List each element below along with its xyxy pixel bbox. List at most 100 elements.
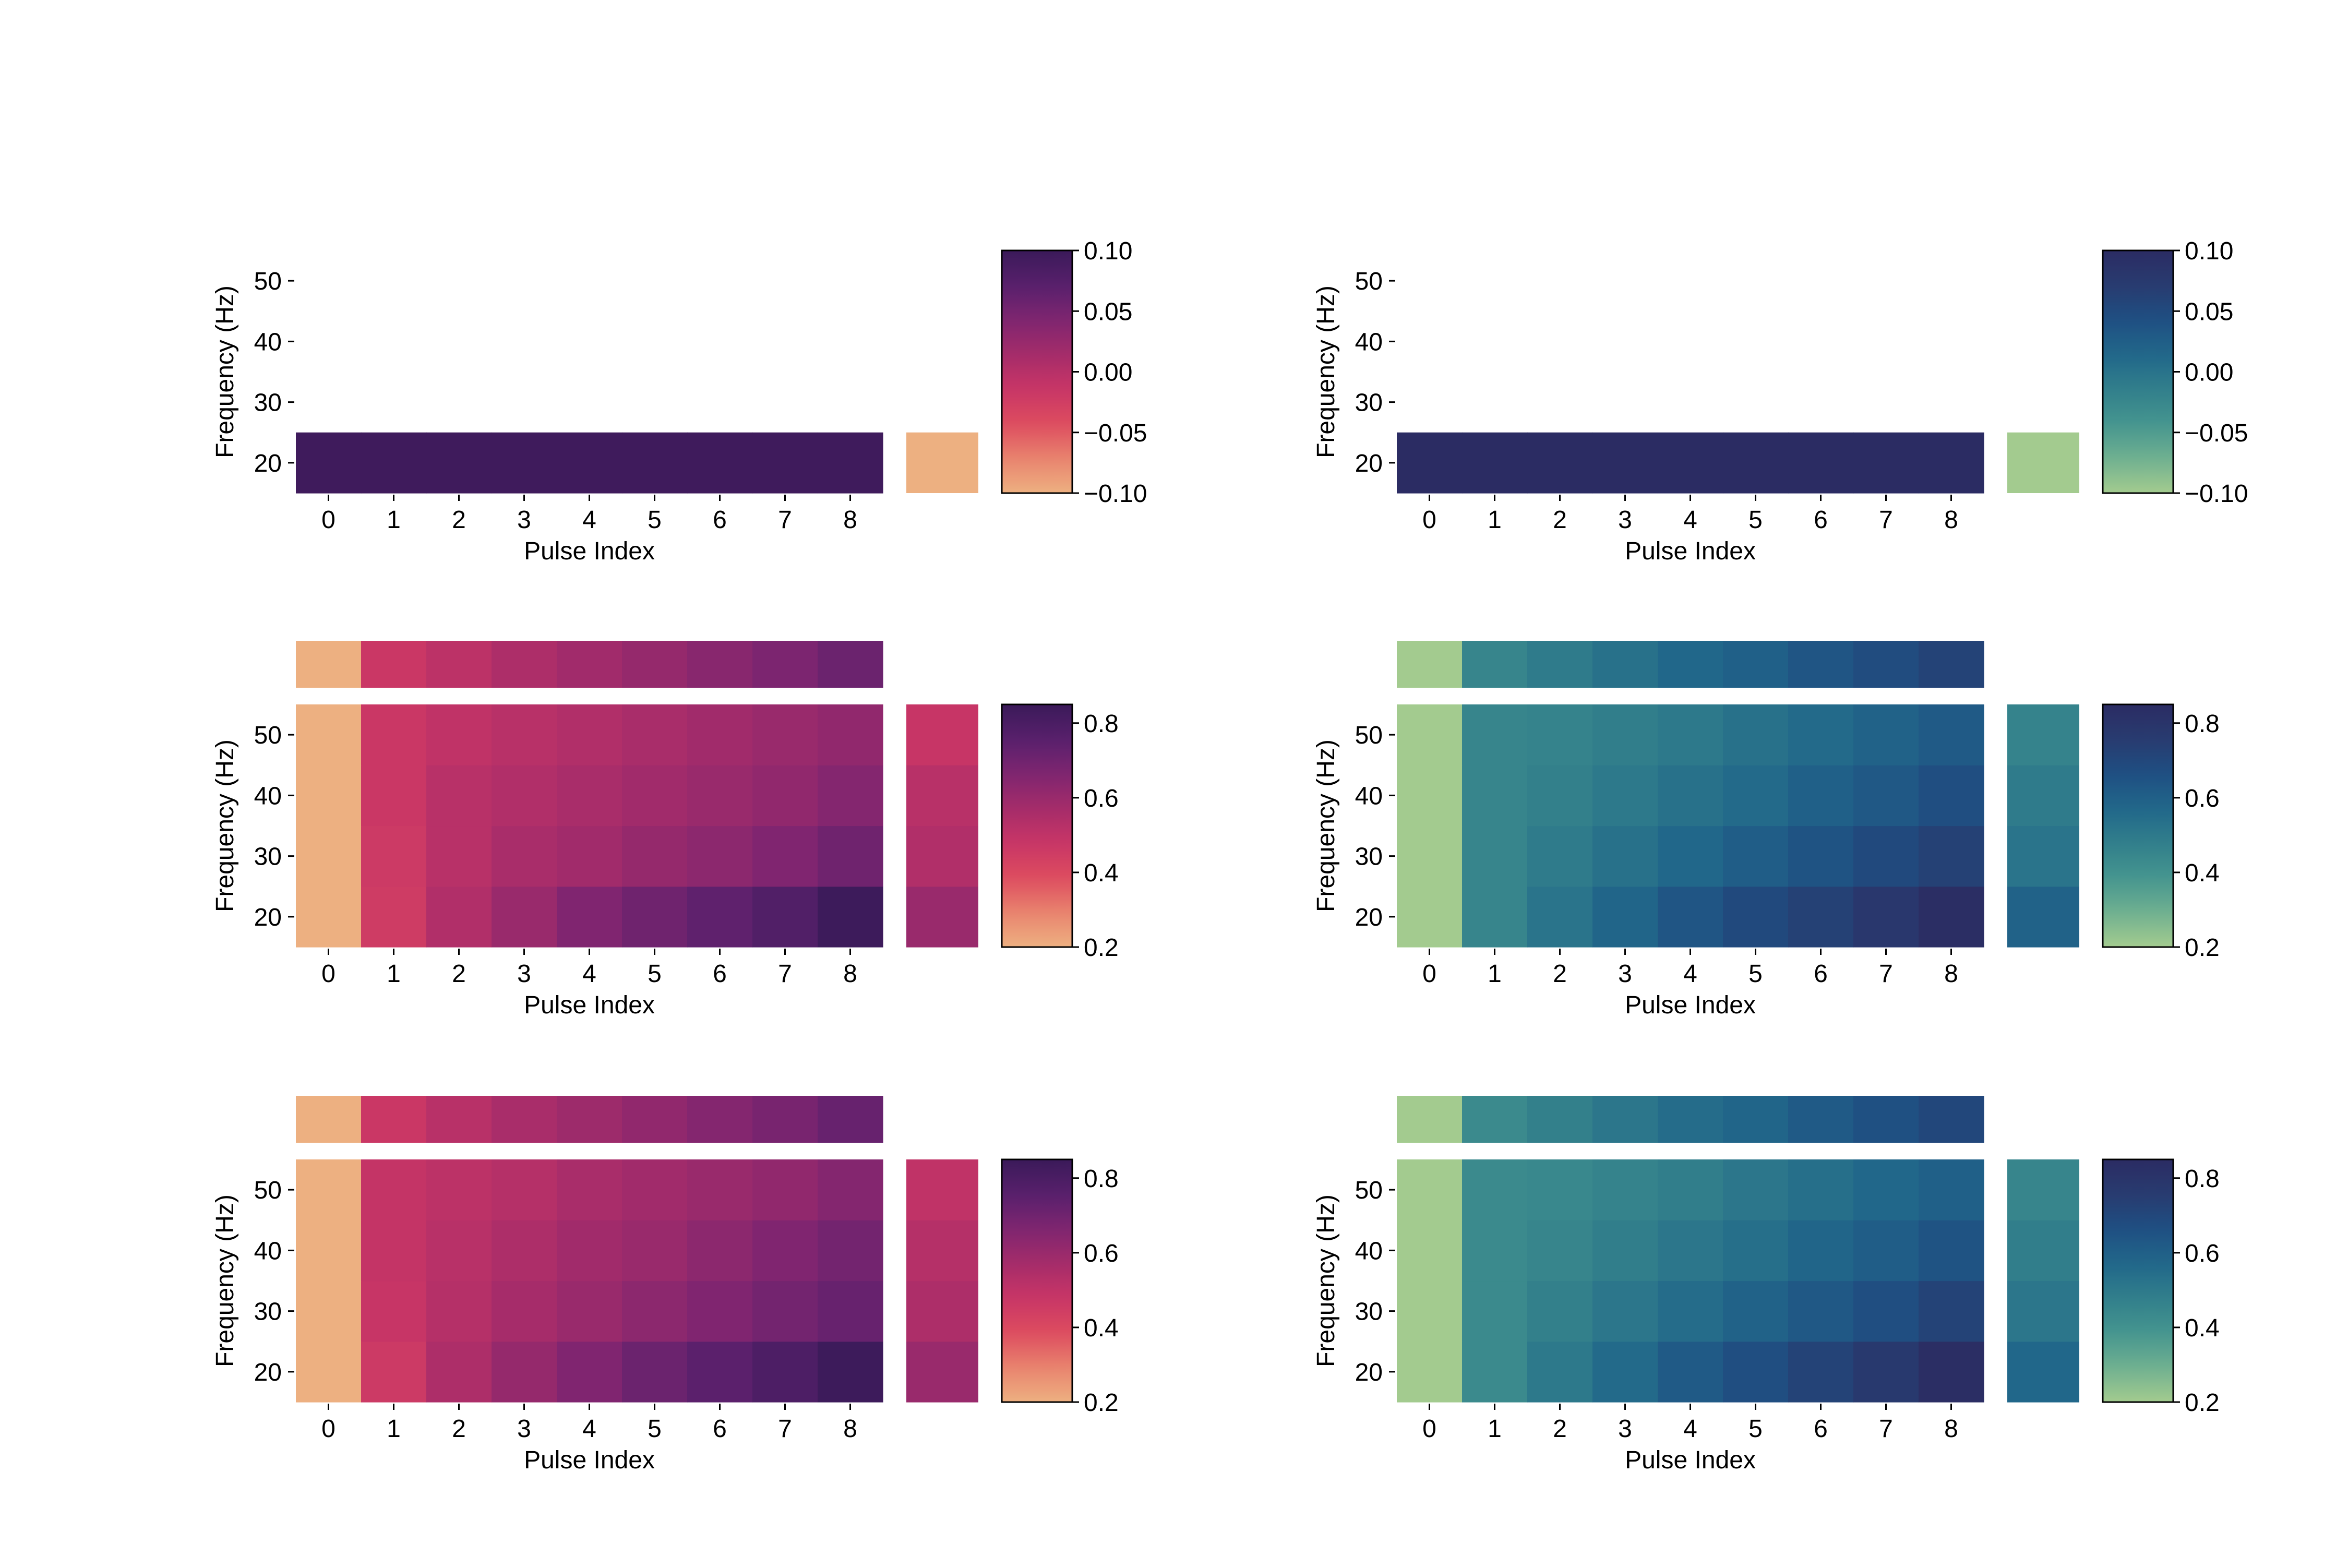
heatmap-cell [1592,1280,1658,1342]
heatmap-cell [622,432,688,494]
colorbar-tick-label: 0.8 [2185,1165,2220,1193]
top-marginal-cell [361,641,427,688]
x-axis-label: Pulse Index [524,1446,655,1474]
right-marginal-cell [2007,886,2079,948]
heatmap-cell [1462,825,1528,887]
x-tick-label: 0 [1422,506,1436,534]
heatmap-cell [426,1280,492,1342]
top-marginal-cell [1397,641,1463,688]
heatmap-cell [687,1341,753,1403]
top-marginal-cell [1592,641,1658,688]
heatmap-cell [1919,1220,1984,1282]
heatmap-cell [1592,432,1658,494]
x-tick-label: 3 [517,1415,531,1443]
y-tick-label: 50 [254,722,282,749]
top-marginal-cell [557,1096,622,1143]
x-tick-label: 7 [778,960,792,988]
x-tick-label: 0 [1422,960,1436,988]
y-tick-label: 40 [254,782,282,810]
y-tick-label: 40 [254,328,282,356]
right-marginal-cell [906,1159,978,1220]
heatmap-cell [1397,1159,1463,1220]
heatmap-cell [1788,1220,1854,1282]
x-tick-label: 4 [1683,960,1697,988]
top-marginal-cell [1592,1096,1658,1143]
heatmap-cell [1527,704,1593,765]
y-tick-label: 40 [1355,782,1383,810]
heatmap-cell [818,1159,883,1220]
heatmap-cell [492,825,557,887]
x-tick-label: 7 [1879,960,1893,988]
colorbar-tick-label: 0.10 [2185,237,2233,265]
top-marginal-cell [1658,1096,1723,1143]
heatmap-cell [1397,1341,1463,1403]
heatmap-cell [1853,432,1919,494]
x-tick-label: 0 [321,960,336,988]
heatmap-cell [557,765,622,827]
y-tick-label: 20 [254,450,282,477]
heatmap-cell [361,765,427,827]
heatmap-panel-2: 20 30 40 50 0 1 2 3 4 5 6 7 8 Pulse Index Frequency (H… [1312,237,2248,565]
heatmap-cell [361,825,427,887]
right-marginal-cell [2007,1341,2079,1403]
heatmap-cell [426,432,492,494]
top-marginal-cell [752,641,818,688]
x-tick-label: 2 [452,1415,466,1443]
x-tick-label: 7 [778,506,792,534]
right-marginal-cell [2007,432,2079,493]
heatmap-cell [1462,1220,1528,1282]
colorbar [1001,249,1073,494]
heatmap-cell [426,825,492,887]
heatmap-cell [1723,432,1789,494]
y-tick-label: 20 [1355,450,1383,477]
colorbar [2102,249,2174,494]
heatmap-cell [1919,1341,1984,1403]
x-tick-label: 8 [843,1415,857,1443]
heatmap-cell [557,1159,622,1220]
heatmap-cell [1853,825,1919,887]
heatmap-cell [1658,1159,1723,1220]
colorbar-tick-label: 0.4 [1084,1314,1119,1342]
right-marginal-cell [2007,825,2079,887]
heatmap-panel-4: 20 30 40 50 0 1 2 3 4 5 6 7 8 Pulse Index Frequency (H… [1312,641,2220,1019]
heatmap-cell [1397,1220,1463,1282]
heatmap-cell [622,886,688,948]
x-tick-label: 5 [648,960,662,988]
heatmap-cell [361,704,427,765]
colorbar-tick-label: 0.05 [1084,298,1132,326]
colorbar-tick-label: 0.00 [2185,359,2233,387]
y-tick-label: 50 [254,268,282,295]
colorbar-tick-label: 0.4 [2185,1314,2220,1342]
x-tick-label: 4 [582,506,596,534]
heatmap-cell [492,1280,557,1342]
x-tick-label: 6 [1814,506,1828,534]
heatmap-cell [1527,432,1593,494]
colorbar-tick-label: 0.8 [1084,1165,1119,1193]
colorbar-tick-label: 0.2 [1084,934,1119,962]
heatmap-cell [1853,1280,1919,1342]
top-marginal-cell [1658,641,1723,688]
heatmap-cell [426,1159,492,1220]
heatmap-panel-3: 20 30 40 50 0 1 2 3 4 5 6 7 8 Pulse Index Frequency (H… [211,641,1119,1019]
right-marginal-cell [906,1280,978,1342]
y-axis-label: Frequency (Hz) [211,285,239,458]
heatmap-cell [1658,886,1723,948]
top-marginal-cell [1919,641,1984,688]
heatmap-cell [557,1220,622,1282]
heatmap-cell [1723,886,1789,948]
x-tick-label: 3 [517,960,531,988]
heatmap-cell [1658,765,1723,827]
top-marginal-cell [426,641,492,688]
top-marginal-cell [1788,1096,1854,1143]
x-tick-label: 6 [713,1415,727,1443]
y-tick-label: 30 [254,389,282,417]
colorbar [2102,703,2174,948]
heatmap-cell [492,1341,557,1403]
heatmap-cell [296,1341,362,1403]
heatmap-cell [687,765,753,827]
top-marginal-cell [687,641,753,688]
heatmap-cell [622,825,688,887]
x-tick-label: 3 [1618,1415,1632,1443]
colorbar-tick-label: 0.2 [2185,934,2220,962]
